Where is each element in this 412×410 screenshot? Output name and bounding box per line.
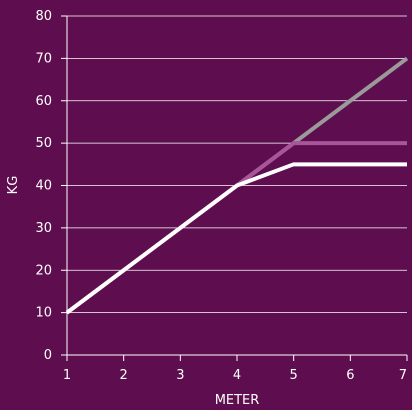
x-tick-label-4: 4 (233, 368, 241, 383)
series-group (65, 56, 409, 315)
series-line-3 (65, 162, 407, 315)
y-tick-label-20: 20 (35, 263, 52, 278)
y-tick-label-70: 70 (35, 51, 52, 66)
x-tick-label-2: 2 (120, 368, 128, 383)
y-tick-label-10: 10 (35, 306, 52, 321)
tick-labels: 0 10 20 30 40 50 60 70 80 1 2 3 4 5 6 7 (35, 9, 407, 383)
y-tick-label-50: 50 (35, 136, 52, 151)
x-tick-label-3: 3 (176, 368, 184, 383)
axes (61, 15, 408, 361)
y-tick-label-60: 60 (35, 94, 52, 109)
x-tick-label-5: 5 (290, 368, 298, 383)
y-tick-label-80: 80 (35, 9, 52, 24)
y-axis-title: KG (6, 176, 21, 195)
x-tick-label-1: 1 (63, 368, 71, 383)
x-tick-label-7: 7 (399, 368, 407, 383)
x-tick-label-6: 6 (346, 368, 354, 383)
y-tick-label-0: 0 (44, 348, 52, 363)
y-tick-label-40: 40 (35, 179, 52, 194)
x-axis-title: METER (215, 393, 260, 408)
y-tick-label-30: 30 (35, 221, 52, 236)
